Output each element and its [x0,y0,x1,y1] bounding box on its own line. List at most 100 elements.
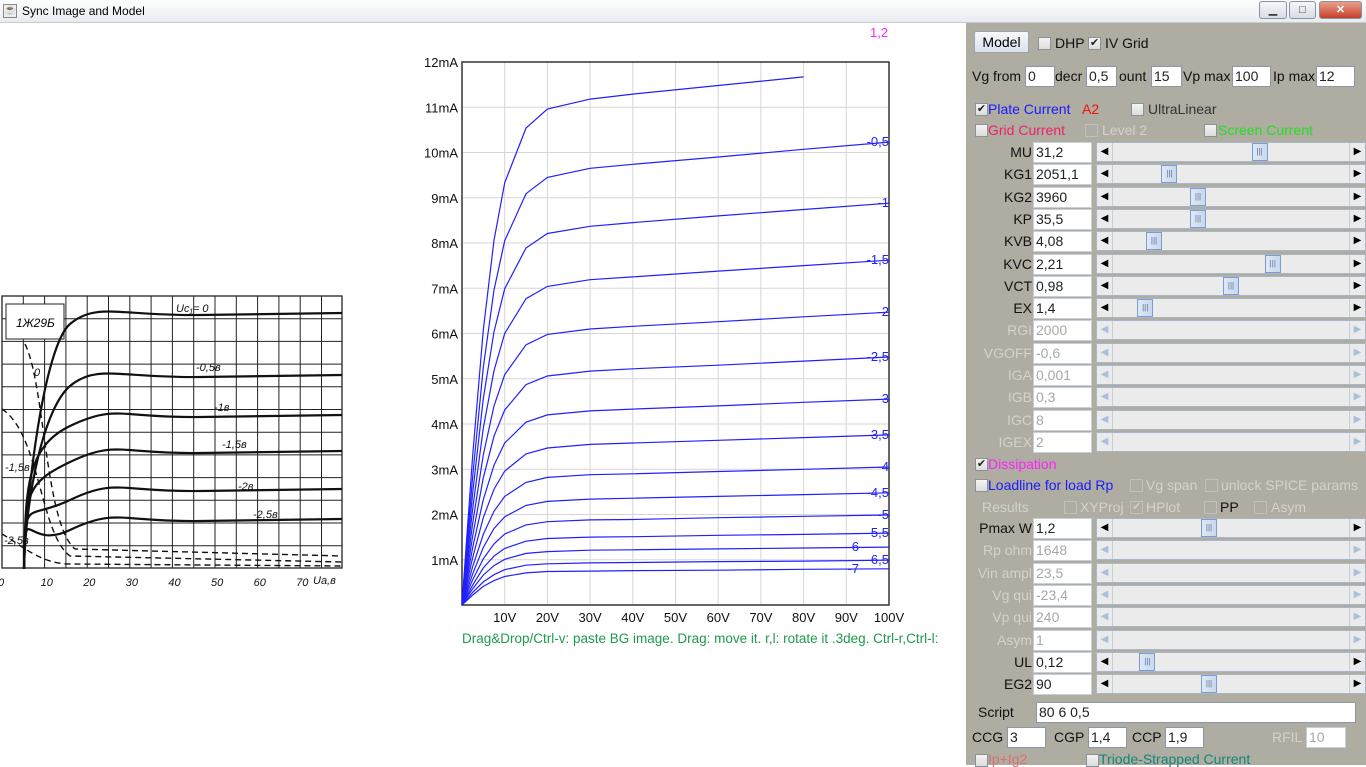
param-slider[interactable]: ◀ ▶ [1096,387,1366,408]
scroll-left-arrow-icon[interactable]: ◀ [1097,232,1113,251]
param-input[interactable]: 31,2 [1033,142,1092,163]
scroll-right-arrow-icon[interactable]: ▶ [1349,232,1365,251]
param-input[interactable]: 23,5 [1033,562,1092,584]
scroll-left-arrow-icon[interactable]: ◀ [1097,410,1113,429]
param-slider[interactable]: ◀ ▶ [1096,607,1366,628]
scroll-left-arrow-icon[interactable]: ◀ [1097,388,1113,407]
scroll-right-arrow-icon[interactable]: ▶ [1349,519,1365,537]
cgp-input[interactable]: 1,4 [1088,727,1127,748]
param-slider[interactable]: ◀ ▶ [1096,320,1366,341]
background-reference-image[interactable]: 1Ж29Б Uc₁= 0 -0,5в -1в -1,5в -2в -2,5в 0 -1,5в -… [0,294,345,594]
scroll-left-arrow-icon[interactable]: ◀ [1097,254,1113,273]
ultralinear-checkbox[interactable] [1131,103,1144,116]
scroll-left-arrow-icon[interactable]: ◀ [1097,143,1113,161]
ccp-input[interactable]: 1,9 [1165,727,1204,748]
iv-grid-checkbox[interactable]: ✔ [1088,37,1101,50]
param-slider[interactable]: ◀ ▶ [1096,365,1366,385]
slider-thumb[interactable]: ||| [1137,299,1154,318]
scroll-left-arrow-icon[interactable]: ◀ [1097,366,1113,384]
param-slider[interactable]: ◀ ▶ [1096,431,1366,452]
grid-current-checkbox[interactable] [975,124,988,137]
title-bar[interactable]: ☕ Sync Image and Model ▁ □ ✕ [0,0,1366,23]
param-slider[interactable]: ◀ ▶ [1096,629,1366,650]
scroll-left-arrow-icon[interactable]: ◀ [1097,343,1113,362]
param-slider[interactable]: ◀ ▶ ||| [1096,298,1366,319]
slider-thumb[interactable]: ||| [1201,519,1217,537]
vp-max-input[interactable]: 100 [1232,66,1271,87]
minimize-button[interactable]: ▁ [1259,1,1287,19]
scroll-left-arrow-icon[interactable]: ◀ [1097,165,1113,184]
hplot-checkbox[interactable]: ✔ [1130,501,1143,514]
slider-thumb[interactable]: ||| [1146,232,1162,251]
slider-thumb[interactable]: ||| [1223,276,1239,295]
scroll-right-arrow-icon[interactable]: ▶ [1349,165,1365,184]
scroll-right-arrow-icon[interactable]: ▶ [1349,299,1365,318]
scroll-right-arrow-icon[interactable]: ▶ [1349,541,1365,560]
scroll-right-arrow-icon[interactable]: ▶ [1349,254,1365,273]
param-input[interactable]: 240 [1033,607,1092,629]
rfil-input[interactable]: 10 [1306,727,1346,748]
scroll-right-arrow-icon[interactable]: ▶ [1349,276,1365,295]
param-slider[interactable]: ◀ ▶ ||| [1096,275,1366,296]
param-input[interactable]: 2051,1 [1033,164,1092,186]
param-input[interactable]: 0,001 [1033,365,1092,386]
scroll-right-arrow-icon[interactable]: ▶ [1349,585,1365,604]
scroll-right-arrow-icon[interactable]: ▶ [1349,187,1365,206]
scroll-left-arrow-icon[interactable]: ◀ [1097,432,1113,451]
scroll-left-arrow-icon[interactable]: ◀ [1097,608,1113,627]
scroll-right-arrow-icon[interactable]: ▶ [1349,608,1365,627]
param-input[interactable]: -0,6 [1033,342,1092,364]
scroll-right-arrow-icon[interactable]: ▶ [1349,143,1365,161]
param-slider[interactable]: ◀ ▶ ||| [1096,186,1366,207]
scroll-right-arrow-icon[interactable]: ▶ [1349,321,1365,340]
param-slider[interactable]: ◀ ▶ [1096,584,1366,605]
scroll-right-arrow-icon[interactable]: ▶ [1349,652,1365,671]
scroll-right-arrow-icon[interactable]: ▶ [1349,343,1365,362]
param-input[interactable]: 8 [1033,409,1092,431]
slider-thumb[interactable]: ||| [1139,652,1156,671]
param-slider[interactable]: ◀ ▶ ||| [1096,518,1366,538]
unlock-spice-checkbox[interactable] [1205,479,1218,492]
ip-max-input[interactable]: 12 [1316,66,1355,87]
param-input[interactable]: 0,3 [1033,387,1092,409]
pp-checkbox[interactable] [1204,501,1217,514]
plate-current-checkbox[interactable]: ✔ [975,103,988,116]
scroll-left-arrow-icon[interactable]: ◀ [1097,585,1113,604]
slider-thumb[interactable]: ||| [1161,165,1178,184]
param-input[interactable]: 90 [1033,674,1092,696]
scroll-left-arrow-icon[interactable]: ◀ [1097,563,1113,582]
decr-input[interactable]: 0,5 [1086,66,1117,87]
scroll-right-arrow-icon[interactable]: ▶ [1349,563,1365,582]
maximize-button[interactable]: □ [1289,1,1316,19]
scroll-left-arrow-icon[interactable]: ◀ [1097,519,1113,537]
scroll-left-arrow-icon[interactable]: ◀ [1097,630,1113,649]
vg-from-input[interactable]: 0 [1025,66,1055,87]
param-input[interactable]: 3960 [1033,186,1092,208]
slider-thumb[interactable]: ||| [1201,675,1217,694]
param-slider[interactable]: ◀ ▶ ||| [1096,231,1366,252]
vg-span-checkbox[interactable] [1130,479,1143,492]
param-slider[interactable]: ◀ ▶ ||| [1096,142,1366,162]
scroll-left-arrow-icon[interactable]: ◀ [1097,187,1113,206]
slider-thumb[interactable]: ||| [1251,143,1268,161]
level2-checkbox[interactable] [1085,124,1098,137]
slider-thumb[interactable]: ||| [1264,254,1281,273]
ip-ig2-checkbox[interactable] [975,754,988,767]
param-slider[interactable]: ◀ ▶ [1096,562,1366,583]
slider-thumb[interactable]: ||| [1190,209,1206,228]
scroll-left-arrow-icon[interactable]: ◀ [1097,652,1113,671]
asym-checkbox[interactable] [1254,501,1267,514]
param-input[interactable]: 0,98 [1033,275,1092,297]
triode-strapped-checkbox[interactable] [1086,754,1099,767]
scroll-right-arrow-icon[interactable]: ▶ [1349,432,1365,451]
scroll-right-arrow-icon[interactable]: ▶ [1349,675,1365,694]
param-input[interactable]: -23,4 [1033,584,1092,606]
param-slider[interactable]: ◀ ▶ [1096,342,1366,363]
param-slider[interactable]: ◀ ▶ ||| [1096,651,1366,672]
scroll-right-arrow-icon[interactable]: ▶ [1349,410,1365,429]
param-input[interactable]: 1,2 [1033,518,1092,539]
param-input[interactable]: 1 [1033,629,1092,651]
param-input[interactable]: 2000 [1033,320,1092,342]
loadline-checkbox[interactable] [975,479,988,492]
param-slider[interactable]: ◀ ▶ ||| [1096,208,1366,229]
